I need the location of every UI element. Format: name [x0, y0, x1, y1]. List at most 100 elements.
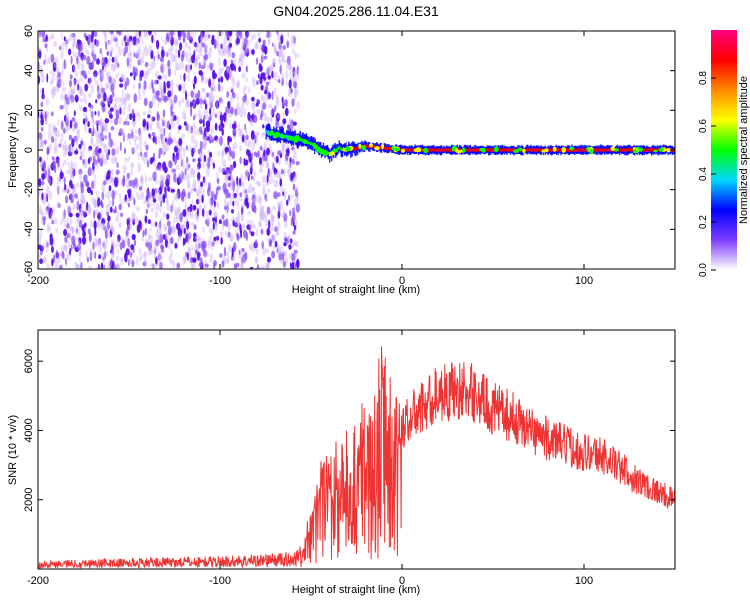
noise-mark: [289, 209, 292, 217]
noise-mark: [253, 114, 258, 124]
signal-core: [485, 148, 488, 152]
noise-mark: [168, 124, 172, 131]
noise-mark: [80, 206, 83, 217]
noise-mark: [41, 31, 46, 38]
noise-mark: [233, 192, 237, 199]
noise-mark: [100, 70, 103, 77]
noise-mark: [257, 73, 260, 79]
noise-mark: [39, 68, 41, 75]
noise-mark: [44, 110, 48, 120]
noise-mark: [46, 262, 50, 269]
noise-mark: [100, 121, 105, 128]
noise-mark: [124, 41, 129, 47]
noise-mark: [187, 231, 192, 241]
noise-mark: [82, 118, 86, 125]
signal-core: [435, 148, 437, 152]
noise-mark: [254, 43, 259, 50]
noise-mark: [244, 123, 247, 131]
noise-mark: [251, 194, 256, 203]
noise-mark: [210, 134, 213, 141]
noise-mark: [190, 187, 193, 195]
noise-mark: [141, 153, 144, 161]
noise-mark: [263, 142, 267, 149]
noise-mark: [229, 235, 234, 242]
noise-mark: [96, 161, 99, 171]
noise-mark: [174, 48, 178, 54]
noise-mark: [179, 61, 185, 70]
noise-mark: [193, 75, 197, 85]
noise-mark: [104, 118, 110, 124]
noise-mark: [139, 76, 143, 82]
noise-mark: [87, 265, 93, 269]
noise-mark: [207, 161, 211, 169]
noise-mark: [95, 239, 99, 248]
noise-mark: [196, 54, 201, 61]
noise-mark: [126, 172, 130, 180]
noise-mark: [72, 124, 76, 133]
noise-mark: [238, 253, 242, 259]
noise-mark: [57, 71, 61, 79]
noise-mark: [78, 237, 82, 245]
noise-mark: [119, 242, 123, 251]
signal-speckle: [610, 146, 615, 151]
noise-mark: [76, 244, 81, 251]
noise-mark: [276, 179, 279, 187]
noise-mark: [86, 55, 91, 65]
noise-mark: [276, 225, 279, 236]
noise-mark: [76, 128, 81, 137]
noise-mark: [276, 50, 279, 57]
noise-mark: [160, 93, 164, 102]
noise-mark: [95, 120, 100, 126]
noise-mark: [199, 153, 203, 162]
noise-mark: [270, 216, 274, 226]
spectrogram-y-tick-label: 60: [23, 25, 35, 37]
signal-speckle: [312, 142, 317, 149]
noise-mark: [188, 191, 191, 200]
noise-mark: [267, 236, 271, 242]
noise-mark: [74, 261, 79, 266]
noise-mark: [185, 99, 188, 105]
noise-mark: [249, 266, 254, 269]
noise-mark: [200, 75, 204, 84]
noise-mark: [130, 163, 135, 169]
noise-mark: [106, 47, 109, 56]
noise-mark: [185, 90, 187, 101]
noise-mark: [126, 218, 129, 226]
noise-mark: [114, 177, 118, 188]
colorbar-tick-label: 0.4: [698, 167, 709, 181]
noise-mark: [273, 62, 276, 68]
noise-mark: [68, 232, 72, 240]
noise-mark: [296, 258, 300, 269]
noise-mark: [96, 208, 100, 216]
noise-mark: [47, 222, 50, 228]
noise-mark: [93, 162, 98, 168]
noise-mark: [153, 159, 157, 169]
noise-mark: [171, 225, 176, 234]
noise-mark: [46, 58, 50, 65]
noise-mark: [204, 99, 207, 105]
signal-speckle: [267, 132, 273, 136]
noise-mark: [255, 258, 258, 264]
noise-mark: [184, 38, 187, 47]
noise-mark: [119, 222, 122, 228]
noise-mark: [203, 44, 208, 51]
noise-mark: [182, 147, 186, 152]
noise-mark: [175, 39, 178, 46]
noise-mark: [199, 101, 203, 110]
noise-mark: [192, 123, 197, 131]
noise-mark: [153, 56, 156, 61]
noise-mark: [106, 221, 110, 231]
noise-mark: [286, 199, 289, 206]
noise-mark: [165, 143, 170, 152]
signal-speckle: [493, 146, 499, 153]
noise-mark: [244, 175, 249, 181]
noise-mark: [228, 69, 231, 79]
noise-mark: [223, 58, 227, 67]
noise-mark: [186, 63, 189, 73]
noise-mark: [139, 151, 143, 157]
noise-mark: [88, 209, 91, 215]
noise-mark: [168, 255, 171, 261]
noise-mark: [109, 176, 114, 184]
noise-mark: [126, 57, 130, 67]
noise-mark: [213, 200, 216, 208]
